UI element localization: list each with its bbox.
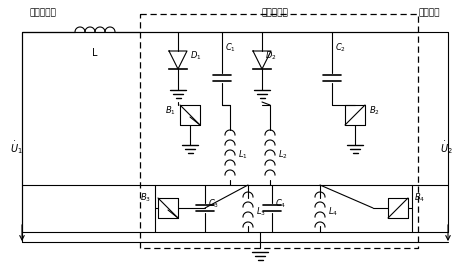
Text: $L_3$: $L_3$ <box>256 206 266 218</box>
Text: $\dot{U}_1$: $\dot{U}_1$ <box>10 140 23 157</box>
Text: 平波电抗器: 平波电抗器 <box>30 8 57 17</box>
Text: $D_1$: $D_1$ <box>190 50 202 62</box>
Text: $\dot{U}_2$: $\dot{U}_2$ <box>440 140 453 157</box>
Text: L: L <box>92 48 98 58</box>
Text: $C_4$: $C_4$ <box>275 197 286 210</box>
Text: $C_2$: $C_2$ <box>335 42 346 54</box>
Text: $C_1$: $C_1$ <box>225 42 236 54</box>
Text: 直流线路: 直流线路 <box>418 8 440 17</box>
Text: $B_3$: $B_3$ <box>141 192 151 204</box>
Text: $L_1$: $L_1$ <box>238 149 248 161</box>
Text: $L_2$: $L_2$ <box>278 149 288 161</box>
Text: 直流滤波器: 直流滤波器 <box>262 8 289 17</box>
Text: $B_1$: $B_1$ <box>165 105 176 117</box>
Text: $L_4$: $L_4$ <box>328 206 338 218</box>
Text: $D_2$: $D_2$ <box>265 50 277 62</box>
Text: $B_4$: $B_4$ <box>415 192 425 204</box>
Text: $C_3$: $C_3$ <box>208 197 219 210</box>
Text: $B_2$: $B_2$ <box>369 105 380 117</box>
